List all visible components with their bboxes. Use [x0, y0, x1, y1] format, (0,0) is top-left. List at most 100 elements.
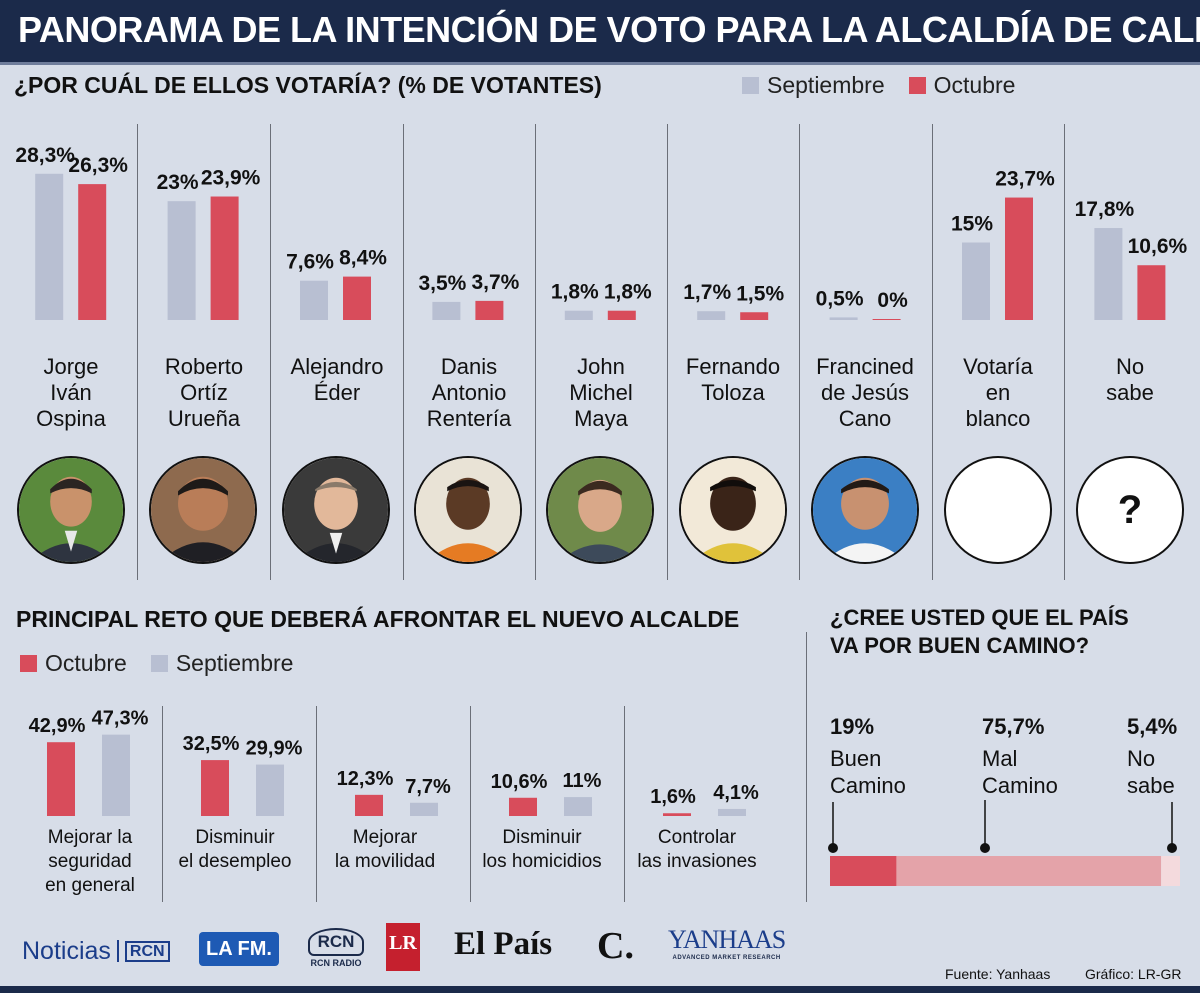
name-line: Toloza: [701, 380, 765, 405]
challenge-value-septiembre: 4,1%: [713, 782, 759, 804]
label-line: Disminuir: [502, 827, 582, 848]
vote-bar-septiembre: [1094, 228, 1123, 320]
legend-label-septiembre: Septiembre: [767, 72, 885, 98]
candidate-name-ospina: Jorge Iván Ospina: [5, 354, 137, 432]
challenge-value-septiembre: 29,9%: [246, 738, 303, 760]
vote-bar-septiembre: [35, 173, 64, 320]
footer-bar: [0, 986, 1200, 993]
vote-value-septiembre: 0,5%: [816, 287, 864, 310]
label-line: en general: [45, 875, 135, 896]
el-pais-logo: El País: [454, 926, 553, 962]
vote-bar-septiembre: [432, 301, 461, 320]
la-republica-logo: LR: [386, 923, 420, 971]
vote-bar-octubre: [475, 300, 504, 320]
person-portrait-icon: [681, 458, 785, 562]
logo-text: YANHAAS: [668, 925, 786, 954]
person-portrait-icon: [284, 458, 388, 562]
challenge-label-invasiones: Controlar las invasiones: [622, 826, 772, 874]
label-line: Buen: [830, 746, 882, 771]
challenge-label-homicidios: Disminuir los homicidios: [467, 826, 617, 874]
vote-value-septiembre: 7,6%: [286, 251, 334, 274]
legend-label-octubre: Octubre: [933, 72, 1016, 98]
callout-dot: [828, 843, 838, 853]
candidate-name-blanco: Votaría en blanco: [932, 354, 1064, 432]
logo-text: ADVANCED MARKET RESEARCH: [672, 955, 781, 961]
name-line: blanco: [965, 406, 1031, 431]
challenge-value-octubre: 1,6%: [650, 786, 696, 808]
logo-separator: [116, 940, 119, 962]
name-line: Antonio: [431, 380, 507, 405]
vote-bar-octubre: [210, 196, 239, 320]
main-challenge-heading: PRINCIPAL RETO QUE DEBERÁ AFRONTAR EL NU…: [16, 606, 740, 632]
candidate-photo-ortiz: [149, 456, 257, 564]
vote-intention-heading: ¿POR CUÁL DE ELLOS VOTARÍA? (% DE VOTANT…: [14, 72, 602, 98]
challenge-bar-septiembre: [256, 764, 284, 816]
label-no-sabe: No sabe: [1127, 745, 1175, 799]
label-line: Mejorar la: [47, 827, 133, 848]
vote-value-septiembre: 23%: [157, 171, 199, 194]
vote-bar-septiembre: [564, 310, 593, 320]
candidate-name-renteria: Danis Antonio Rentería: [403, 354, 535, 432]
vote-value-octubre: 23,9%: [201, 167, 261, 190]
name-line: Alejandro: [290, 354, 384, 379]
name-line: Ortíz: [180, 380, 228, 405]
name-line: John: [577, 354, 625, 379]
value-no-sabe: 5,4%: [1127, 714, 1178, 739]
source-note: Fuente: Yanhaas: [945, 966, 1051, 982]
challenge-bar-septiembre: [410, 802, 438, 816]
name-line: sabe: [1106, 380, 1154, 405]
rcn-radio-logo: RCN RCN RADIO: [308, 928, 364, 968]
value-mal-camino: 75,7%: [982, 714, 1045, 739]
challenge-bar-octubre: [201, 760, 229, 816]
label-line: el desempleo: [178, 851, 292, 872]
lafm-logo: LA FM.: [199, 932, 279, 966]
vote-value-octubre: 1,8%: [604, 281, 652, 304]
candidate-photo-maya: [546, 456, 654, 564]
legend-swatch-octubre: [20, 655, 37, 672]
name-line: Roberto: [164, 354, 244, 379]
label-buen-camino: Buen Camino: [830, 745, 906, 799]
challenge-value-septiembre: 7,7%: [405, 776, 451, 798]
name-line: Éder: [313, 380, 361, 405]
name-line: en: [985, 380, 1011, 405]
vote-bar-septiembre: [167, 201, 196, 320]
column-divider: [667, 124, 668, 580]
candidate-name-nosabe: No sabe: [1064, 354, 1196, 406]
vote-value-octubre: 3,7%: [471, 271, 519, 294]
vote-bar-octubre: [1005, 197, 1033, 320]
name-line: No: [1115, 354, 1145, 379]
vote-bar-septiembre: [300, 280, 328, 320]
person-portrait-icon: [548, 458, 652, 562]
name-line: Votaría: [963, 354, 1033, 379]
header-bar: PANORAMA DE LA INTENCIÓN DE VOTO PARA LA…: [0, 0, 1200, 65]
vote-value-octubre: 26,3%: [68, 154, 128, 177]
label-line: la movilidad: [334, 851, 436, 872]
vote-bar-septiembre: [962, 242, 990, 320]
label-line: los homicidios: [482, 851, 602, 872]
name-line: Fernando: [685, 354, 781, 379]
candidate-name-ortiz: Roberto Ortíz Urueña: [138, 354, 270, 432]
name-line: Jorge: [43, 354, 99, 379]
legend-item-octubre: Octubre: [908, 72, 1016, 99]
challenge-bar-octubre: [663, 813, 691, 816]
challenge-bar-septiembre: [102, 734, 130, 816]
legend-swatch-septiembre: [150, 655, 168, 672]
heading-line: VA POR BUEN CAMINO?: [830, 633, 1090, 658]
legend-label-septiembre: Septiembre: [175, 650, 294, 676]
column-divider: [799, 124, 800, 580]
name-line: Rentería: [426, 406, 512, 431]
column-divider: [470, 706, 471, 902]
challenge-value-octubre: 10,6%: [491, 771, 548, 793]
candidate-name-maya: John Michel Maya: [535, 354, 667, 432]
label-line: las invasiones: [637, 851, 757, 872]
candidate-photo-toloza: [679, 456, 787, 564]
vote-value-octubre: 10,6%: [1128, 235, 1188, 258]
vote-value-octubre: 1,5%: [736, 282, 784, 305]
label-line: sabe: [1127, 773, 1175, 798]
country-direction-segment: [830, 856, 897, 886]
main-challenge-legend: Octubre Septiembre: [20, 650, 307, 677]
column-divider: [403, 124, 404, 580]
vote-bar-octubre: [740, 312, 769, 320]
column-divider: [316, 706, 317, 902]
challenge-value-octubre: 42,9%: [29, 715, 86, 737]
